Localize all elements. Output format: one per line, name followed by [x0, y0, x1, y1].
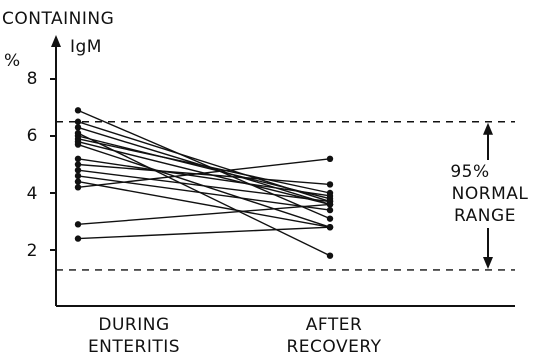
category-label-after-line-1: AFTER [306, 315, 363, 335]
y-tick-label: 4 [27, 184, 38, 204]
y-ticks: 2 4 6 8 [27, 69, 38, 261]
point-during [74, 235, 82, 242]
pair-line [77, 132, 331, 257]
pair-line [77, 158, 331, 188]
category-label-during-line-2: ENTERITIS [88, 337, 180, 357]
point-during [74, 124, 82, 131]
pair-line [77, 175, 331, 211]
point-during [74, 161, 82, 168]
axes [51, 35, 515, 307]
range-label-line-3: RANGE [454, 206, 516, 226]
y-axis-title-line-1: CONTAINING [2, 9, 114, 29]
y-tick-label: 8 [27, 69, 38, 89]
pair-line [77, 138, 331, 194]
point-during [74, 141, 82, 148]
y-tick-marks [50, 78, 56, 251]
x-categories: DURING ENTERITIS AFTER RECOVERY [88, 315, 382, 357]
y-tick-label: 6 [27, 126, 38, 146]
pair-line [77, 158, 331, 197]
range-arrow-upper-head [483, 122, 493, 135]
point-after [326, 192, 334, 200]
category-label-after-line-2: RECOVERY [287, 337, 382, 357]
point-during [74, 184, 82, 191]
point-during [74, 118, 82, 125]
point-during [74, 167, 82, 174]
y-tick-label: 2 [27, 241, 38, 261]
point-after [326, 155, 334, 162]
pair-line [77, 163, 331, 186]
pair-line [77, 226, 331, 240]
point-during [74, 155, 82, 162]
range-label-line-1: 95% [450, 162, 489, 182]
point-after [326, 215, 334, 222]
pair-line [77, 203, 331, 226]
range-arrow-lower-head [483, 256, 493, 269]
point-during [74, 178, 82, 185]
category-label-during-line-1: DURING [98, 315, 169, 335]
point-during [74, 107, 82, 114]
point-during [74, 221, 82, 228]
y-axis-title-line-2: IgM [70, 37, 102, 57]
paired-data [74, 107, 334, 259]
pair-line [77, 109, 331, 220]
y-axis-arrowhead [51, 35, 61, 47]
pair-line [77, 135, 331, 200]
point-after [326, 224, 334, 231]
pair-line [77, 169, 331, 203]
range-label-line-2: NORMAL [452, 184, 529, 204]
pair-line [77, 180, 331, 228]
point-after [326, 252, 334, 259]
point-after [326, 206, 334, 214]
y-axis-unit: % [4, 51, 21, 71]
point-after [326, 201, 334, 208]
point-after [326, 181, 334, 188]
point-during [74, 172, 82, 180]
normal-range: 95% NORMAL RANGE [56, 121, 529, 271]
